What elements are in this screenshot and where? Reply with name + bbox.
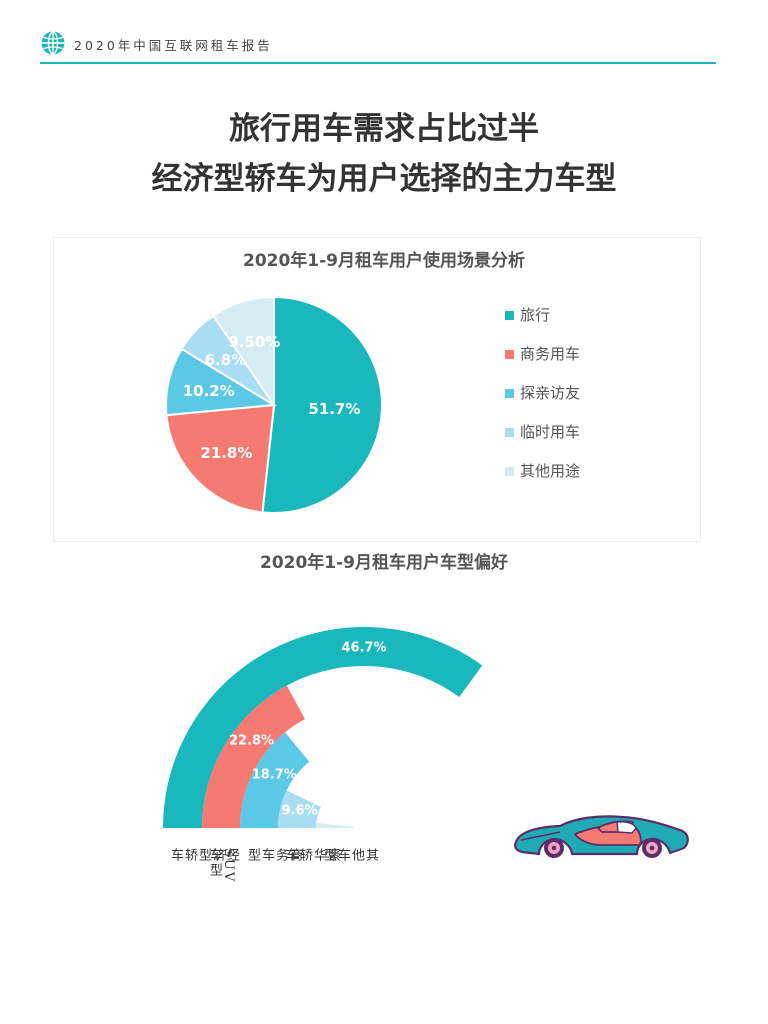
legend-swatch bbox=[505, 311, 514, 320]
headline: 旅行用车需求占比过半 经济型轿车为用户选择的主力车型 bbox=[0, 104, 768, 204]
legend-label: 商务用车 bbox=[520, 345, 581, 363]
pie-data-label: 10.2% bbox=[183, 382, 235, 400]
pie-data-label: 6.8% bbox=[205, 351, 247, 369]
legend-item: 临时用车 bbox=[505, 423, 580, 462]
radial-data-label: 22.8% bbox=[229, 734, 274, 749]
radial-category-label: SUV车型 bbox=[207, 848, 236, 884]
legend-item: 旅行 bbox=[505, 306, 580, 345]
legend-swatch bbox=[505, 350, 514, 359]
sports-car-icon bbox=[514, 815, 689, 858]
radial-bar bbox=[240, 732, 310, 828]
legend-swatch bbox=[505, 428, 514, 437]
radial-data-label: 9.6% bbox=[282, 803, 318, 818]
legend-swatch bbox=[505, 389, 514, 398]
legend-item: 其他用途 bbox=[505, 462, 580, 501]
radial-bar bbox=[202, 685, 305, 828]
radial-category-label: 豪华轿车 bbox=[283, 848, 340, 863]
report-header: 2020年中国互联网租车报告 bbox=[40, 30, 716, 64]
legend-label: 旅行 bbox=[520, 306, 551, 324]
pie-slice bbox=[211, 295, 275, 409]
legend-item: 探亲访友 bbox=[505, 384, 580, 423]
report-title: 2020年中国互联网租车报告 bbox=[74, 38, 273, 53]
pie-data-label: 21.8% bbox=[200, 444, 252, 462]
radial-chart-title: 2020年1-9月租车用户车型偏好 bbox=[259, 553, 509, 573]
pie-chart-panel bbox=[53, 237, 701, 542]
pie-data-label: 9.50% bbox=[228, 333, 280, 351]
headline-line-2: 经济型轿车为用户选择的主力车型 bbox=[151, 161, 617, 197]
radial-category-label: 商务车型 bbox=[245, 848, 302, 863]
legend-label: 探亲访友 bbox=[520, 384, 581, 402]
pie-chart-title: 2020年1-9月租车用户使用场景分析 bbox=[242, 251, 526, 271]
header-divider bbox=[40, 62, 716, 64]
radial-data-label: 46.7% bbox=[341, 641, 386, 656]
globe-icon bbox=[41, 31, 65, 55]
legend-label: 其他用途 bbox=[520, 462, 581, 480]
radial-category-label: 其他车型 bbox=[321, 848, 378, 863]
radial-bar bbox=[278, 790, 321, 828]
radial-bar bbox=[163, 627, 483, 828]
headline-line-1: 旅行用车需求占比过半 bbox=[229, 111, 539, 147]
radial-category-label: 经济型轿车 bbox=[168, 848, 239, 863]
legend-swatch bbox=[505, 467, 514, 476]
pie-slice bbox=[261, 295, 383, 514]
pie-legend: 旅行商务用车探亲访友临时用车其他用途 bbox=[505, 306, 580, 501]
pie-slice bbox=[165, 403, 276, 514]
pie-data-label: 51.7% bbox=[308, 400, 360, 418]
legend-label: 临时用车 bbox=[520, 423, 581, 441]
legend-item: 商务用车 bbox=[505, 345, 580, 384]
radial-bar bbox=[316, 823, 355, 828]
radial-data-label: 18.7% bbox=[252, 767, 297, 782]
